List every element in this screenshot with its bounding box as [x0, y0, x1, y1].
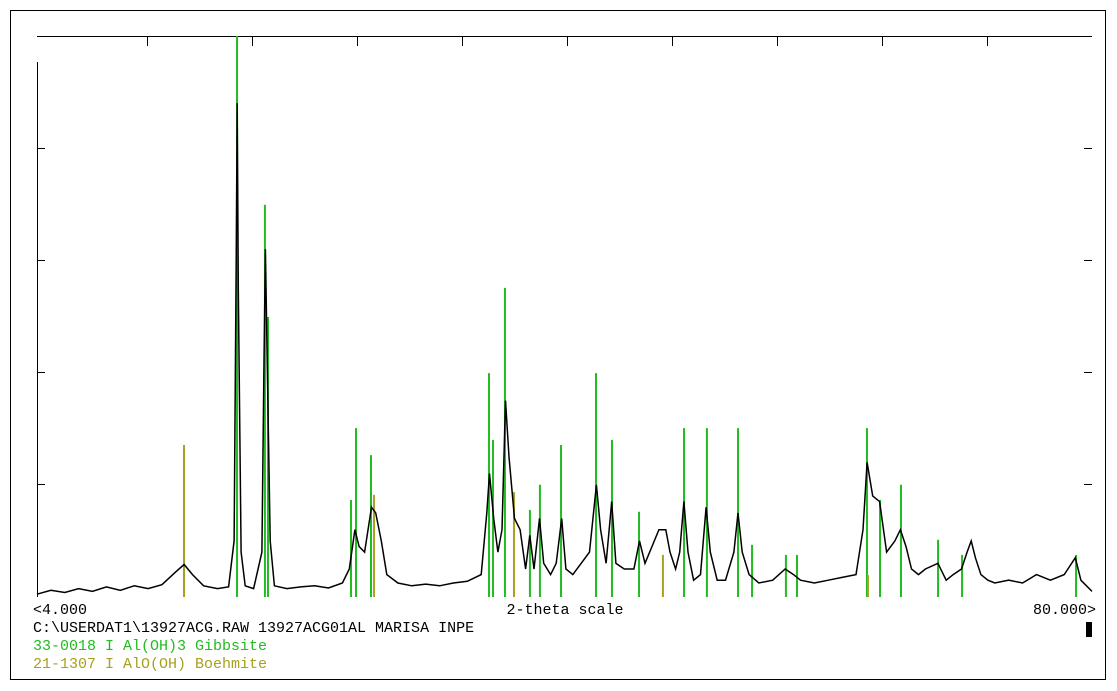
profile-line — [36, 103, 1093, 595]
cursor — [1086, 622, 1092, 637]
legend-entry: C:\USERDAT1\13927ACG.RAW 13927ACG01AL MA… — [33, 620, 474, 637]
axes — [37, 36, 1092, 597]
x-tick-label: <4.000 — [33, 602, 87, 619]
legend-entry: 21-1307 I AlO(OH) Boehmite — [33, 656, 267, 673]
frame — [10, 10, 1106, 680]
axis-ticks — [37, 36, 1092, 485]
x-axis-label: 2-theta scale — [506, 602, 623, 619]
legend-entry: 33-0018 I Al(OH)3 Gibbsite — [33, 638, 267, 655]
x-tick-label: 80.000> — [1033, 602, 1096, 619]
